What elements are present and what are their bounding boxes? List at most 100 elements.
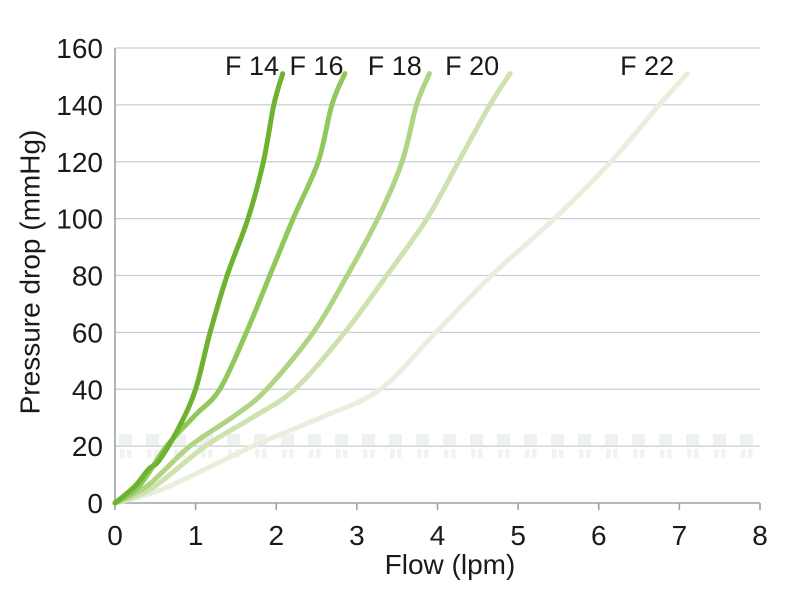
series-label-f-20: F 20 [445,51,499,81]
watermark-mark [255,449,260,459]
watermark-mark [559,449,564,459]
y-tick-label: 20 [72,431,103,462]
watermark-mark [336,449,341,459]
y-tick-label: 80 [72,261,103,292]
y-tick-label: 140 [56,90,103,121]
watermark-mark [316,449,321,459]
series-label-f-18: F 18 [368,51,422,81]
series-label-f-14: F 14 [225,51,279,81]
watermark-mark [748,449,753,459]
x-tick-label: 5 [510,520,526,551]
watermark-mark [174,449,179,459]
watermark-mark [660,449,665,459]
x-tick-label: 8 [752,520,768,551]
watermark-mark [308,434,321,446]
watermark-mark [146,434,159,446]
watermark-mark [659,434,672,446]
watermark-mark [633,449,638,459]
watermark-mark [390,449,395,459]
watermark-mark [416,434,429,446]
watermark-mark [470,434,483,446]
x-tick-label: 6 [591,520,607,551]
watermark-mark [525,449,530,459]
series-line-f-18 [112,71,432,506]
x-tick-label: 0 [107,520,123,551]
y-tick-label: 60 [72,317,103,348]
y-tick-label: 120 [56,147,103,178]
y-tick-label: 0 [87,488,103,519]
y-tick-label: 160 [56,33,103,64]
watermark-mark [444,449,449,459]
x-axis-title: Flow (lpm) [384,549,516,580]
x-tick-label: 3 [349,520,365,551]
watermark-mark [127,449,132,459]
watermark-mark [471,449,476,459]
x-tick-label: 4 [430,520,446,551]
watermark-mark [713,434,726,446]
watermark-mark [309,449,314,459]
watermark-mark [579,449,584,459]
series-label-f-16: F 16 [290,51,344,81]
x-tick-label: 7 [672,520,688,551]
watermark-mark [498,449,503,459]
watermark-mark [397,449,402,459]
watermark-mark [532,449,537,459]
watermark-mark [208,449,213,459]
watermark-mark [119,434,132,446]
watermark-mark [362,434,375,446]
y-axis-title: Pressure drop (mmHg) [14,129,46,415]
watermark-mark [282,449,287,459]
watermark-mark [551,434,564,446]
watermark-mark [497,434,510,446]
x-tick-label: 1 [188,520,204,551]
watermark-mark [578,434,591,446]
watermark-mark [363,449,368,459]
watermark-mark [417,449,422,459]
watermark-mark [640,449,645,459]
watermark-mark [478,449,483,459]
watermark-mark [721,449,726,459]
watermark-mark [228,449,233,459]
watermark-mark [714,449,719,459]
watermark-mark [120,449,125,459]
watermark-mark [370,449,375,459]
watermark-mark [154,449,159,459]
watermark-mark [741,449,746,459]
watermark-mark [262,449,267,459]
watermark-mark [173,434,186,446]
y-tick-label: 40 [72,374,103,405]
watermark-mark [687,449,692,459]
y-tick-label: 100 [56,204,103,235]
watermark-mark [335,434,348,446]
watermark-mark [524,434,537,446]
watermark-mark [227,434,240,446]
x-tick-label: 2 [268,520,284,551]
watermark-mark [281,434,294,446]
watermark-mark [424,449,429,459]
watermark-mark [343,449,348,459]
watermark-mark [201,449,206,459]
watermark-mark [632,434,645,446]
watermark-mark [389,434,402,446]
series-label-f-22: F 22 [620,51,674,81]
watermark-mark [254,434,267,446]
watermark-mark [694,449,699,459]
watermark-mark [443,434,456,446]
watermark-mark [552,449,557,459]
watermark-mark [686,434,699,446]
watermark-mark [613,449,618,459]
watermark-mark [586,449,591,459]
series-line-f-22 [112,71,690,506]
watermark-mark [147,449,152,459]
series-line-f-14 [112,71,286,506]
watermark-mark [605,434,618,446]
watermark-mark [667,449,672,459]
watermark-mark [606,449,611,459]
watermark-mark [200,434,213,446]
series-line-f-20 [112,71,513,506]
watermark-mark [740,434,753,446]
watermark-mark [289,449,294,459]
watermark-mark [451,449,456,459]
